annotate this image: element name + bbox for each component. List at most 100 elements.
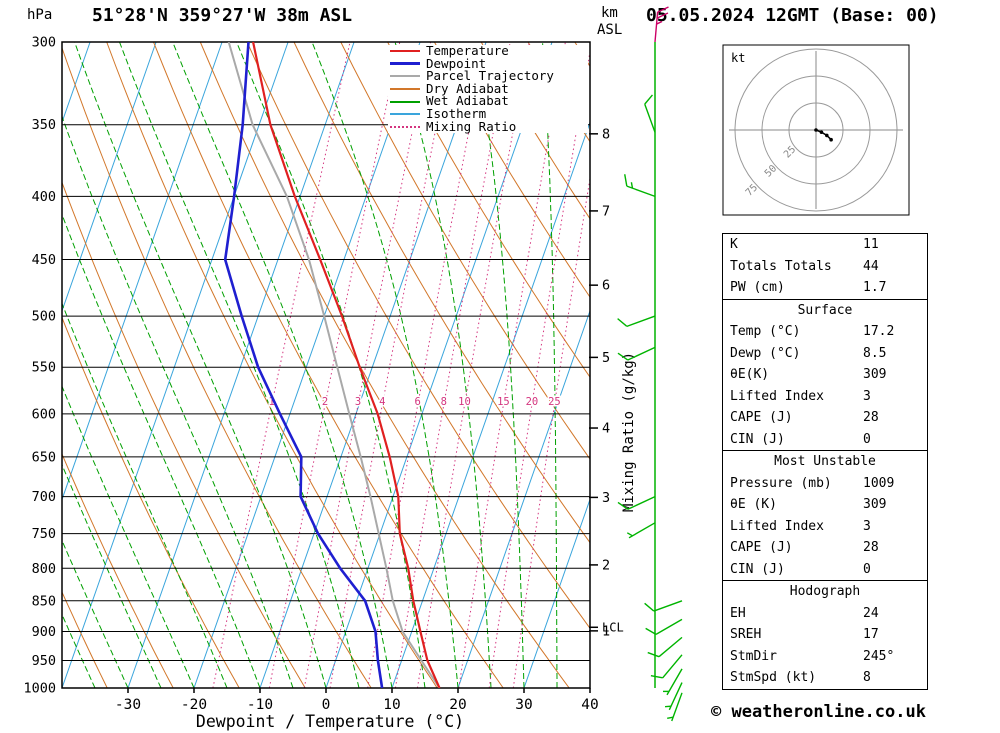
svg-text:4: 4: [602, 421, 610, 437]
dewpoint-line: [223, 42, 384, 688]
copyright-text: © weatheronline.co.uk: [711, 702, 926, 722]
stats-value: 0: [863, 431, 871, 447]
stats-value: 8: [863, 670, 871, 685]
wind-barb-column: [617, 6, 683, 722]
svg-text:8: 8: [441, 396, 447, 408]
mixing-ratio-axis-title: Mixing Ratio (g/kg): [621, 352, 637, 512]
stats-value: 8.5: [863, 345, 887, 361]
isotherm-lines: [62, 42, 590, 688]
parcel-trajectory-line: [227, 42, 441, 688]
svg-text:1000: 1000: [23, 681, 56, 697]
svg-text:20: 20: [449, 697, 466, 713]
stats-section-title: Hodograph: [789, 584, 861, 599]
svg-text:40: 40: [581, 697, 598, 713]
stats-section: K 11 Totals Totals 44 PW (cm) 1.7: [723, 234, 927, 299]
svg-text:600: 600: [32, 406, 56, 422]
svg-text:2: 2: [602, 557, 610, 573]
stats-section-most-unstable: Most Unstable Pressure (mb) 1009 θE (K) 309 L…: [723, 450, 927, 580]
stats-row: StmDir 245°: [723, 646, 927, 668]
page-title: 51°28'N 359°27'W 38m ASL: [92, 5, 353, 26]
svg-text:550: 550: [32, 360, 56, 376]
mixing_ratio-swatch: [390, 125, 420, 128]
stats-value: 3: [863, 388, 871, 404]
asl-label: ASL: [597, 22, 623, 38]
stats-value: 28: [863, 540, 879, 555]
stats-row: Lifted Index 3: [723, 386, 927, 408]
stats-row: Temp (°C) 17.2: [723, 321, 927, 343]
svg-text:750: 750: [32, 526, 56, 542]
legend-item-temperature: Temperature: [388, 43, 588, 58]
stats-row: CAPE (J) 28: [723, 537, 927, 559]
stats-label: Totals Totals: [730, 258, 832, 274]
stats-value: 3: [863, 518, 871, 534]
svg-text:5: 5: [602, 350, 610, 366]
plot-frame: [61, 41, 591, 689]
temp-axis: -30 -20 -10 0 10 20 30 40: [115, 688, 599, 713]
svg-text:850: 850: [32, 593, 56, 609]
stats-label: CAPE (J): [730, 540, 793, 555]
stats-section-title: Surface: [797, 302, 853, 318]
stats-value: 1.7: [863, 280, 887, 295]
legend-label: Temperature: [426, 43, 509, 58]
legend-label: Mixing Ratio: [426, 118, 517, 134]
stats-section-surface: Surface Temp (°C) 17.2 Dewp (°C) 8.5 θE(K) 309…: [723, 298, 927, 451]
stats-label: θE(K): [730, 367, 770, 382]
svg-text:950: 950: [32, 653, 56, 669]
stats-label: Lifted Index: [730, 388, 824, 404]
stats-value: 44: [863, 258, 879, 274]
chart-legend: Temperature Dewpoint Parcel Trajectory Dry …: [388, 43, 588, 134]
pressure-grid: 300 350 400 450 500 550 600 650 700 750 800 850 900 9…: [23, 35, 590, 697]
stats-label: Temp (°C): [730, 324, 801, 339]
stats-label: StmSpd (kt): [730, 670, 817, 685]
legend-item-dewpoint: Dewpoint: [388, 55, 588, 71]
wet-adiabat-lines: [62, 42, 590, 688]
stats-section-hodograph: Hodograph EH 24 SREH 17 StmDir 245° StmSpd (kt)…: [723, 580, 927, 689]
svg-text:2: 2: [322, 396, 328, 408]
stats-label: Lifted Index: [730, 518, 824, 534]
svg-text:0: 0: [322, 697, 331, 713]
run-datetime: 05.05.2024 12GMT (Base: 00): [646, 5, 939, 26]
legend-label: Parcel Trajectory: [426, 68, 554, 84]
stats-value: 1009: [863, 475, 895, 491]
stats-label: Pressure (mb): [730, 475, 832, 491]
svg-text:450: 450: [32, 252, 56, 268]
stats-label: PW (cm): [730, 280, 785, 295]
svg-text:30: 30: [515, 697, 532, 713]
stats-value: 245°: [863, 648, 895, 664]
stats-value: 309: [863, 497, 887, 512]
hodograph-unit-label: kt: [731, 51, 745, 65]
svg-text:-10: -10: [247, 697, 273, 713]
stats-row: Totals Totals 44: [723, 256, 927, 278]
svg-text:350: 350: [32, 117, 56, 133]
legend-item-wet_adiabat: Wet Adiabat: [388, 95, 588, 108]
stats-row: SREH 17: [723, 624, 927, 646]
svg-text:900: 900: [32, 624, 56, 640]
stats-row: CIN (J) 0: [723, 559, 927, 581]
svg-text:6: 6: [415, 396, 421, 408]
svg-text:500: 500: [32, 309, 56, 325]
svg-text:25: 25: [548, 396, 561, 408]
stats-row: StmSpd (kt) 8: [723, 667, 927, 689]
svg-text:-30: -30: [115, 697, 141, 713]
stats-label: K: [730, 237, 738, 252]
stats-value: 28: [863, 410, 879, 425]
svg-text:3: 3: [602, 490, 610, 506]
stats-label: CAPE (J): [730, 410, 793, 425]
legend-label: Dewpoint: [426, 55, 487, 71]
stats-section-title: Most Unstable: [774, 454, 876, 469]
svg-text:1: 1: [269, 396, 275, 408]
stats-value: 0: [863, 561, 871, 577]
stats-value: 17: [863, 627, 879, 642]
stats-row: CIN (J) 0: [723, 429, 927, 451]
stats-row: K 11: [723, 234, 927, 256]
svg-text:15: 15: [497, 396, 510, 408]
dewpoint-swatch: [390, 62, 420, 66]
svg-text:20: 20: [526, 396, 539, 408]
stats-row: Pressure (mb) 1009: [723, 473, 927, 495]
legend-label: Dry Adiabat: [426, 80, 509, 96]
stats-value: 17.2: [863, 324, 895, 339]
isotherm-swatch: [390, 113, 420, 116]
stats-value: 11: [863, 237, 879, 252]
